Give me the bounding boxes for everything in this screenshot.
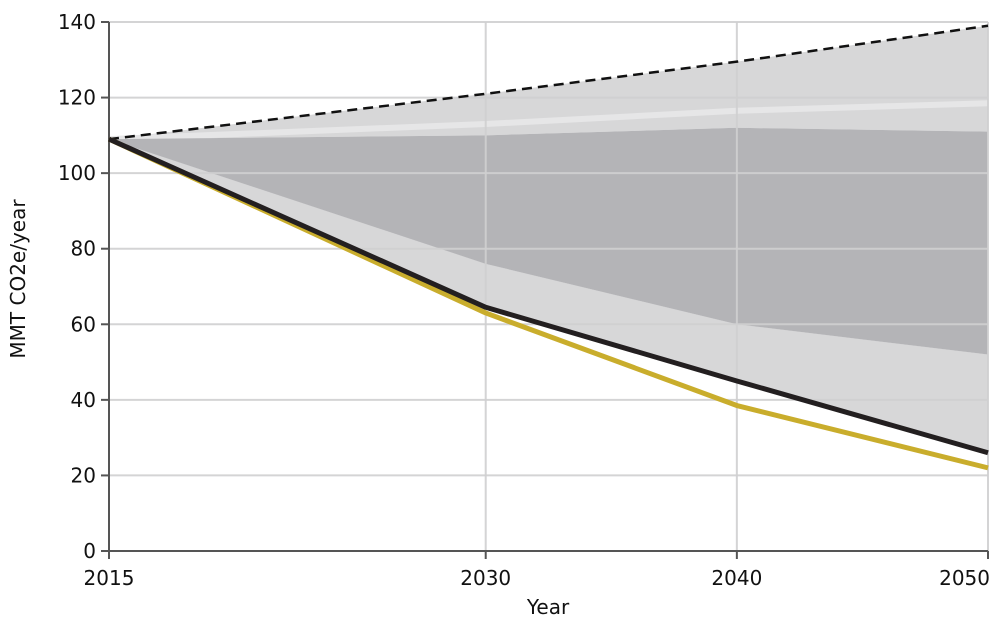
y-tick-label-7: 140 xyxy=(58,10,96,34)
y-tick-label-2: 40 xyxy=(71,388,96,412)
y-tick-label-6: 120 xyxy=(58,86,96,110)
y-tick-label-5: 100 xyxy=(58,161,96,185)
y-tick-label-1: 20 xyxy=(71,463,96,487)
x-tick-label-1: 2030 xyxy=(460,566,511,590)
x-axis-title: Year xyxy=(526,595,570,619)
x-tick-label-2: 2040 xyxy=(711,566,762,590)
y-tick-label-3: 60 xyxy=(71,312,96,336)
y-tick-label-0: 0 xyxy=(83,539,96,563)
x-tick-label-3: 2050 xyxy=(939,566,990,590)
y-tick-label-4: 80 xyxy=(71,237,96,261)
x-tick-label-0: 2015 xyxy=(84,566,135,590)
y-axis-title: MMT CO2e/year xyxy=(6,199,30,359)
bands-layer xyxy=(109,26,988,453)
